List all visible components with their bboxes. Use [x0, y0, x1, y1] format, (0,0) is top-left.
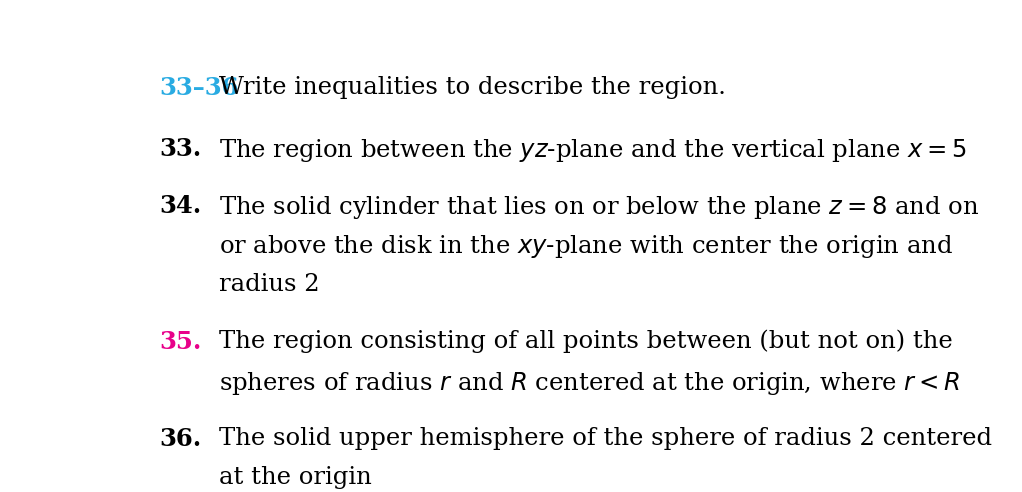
Text: 36.: 36.: [159, 427, 201, 451]
Text: 34.: 34.: [159, 193, 201, 217]
Text: Write inequalities to describe the region.: Write inequalities to describe the regio…: [219, 76, 726, 99]
Text: 35.: 35.: [159, 330, 201, 354]
Text: or above the disk in the $xy$-plane with center the origin and: or above the disk in the $xy$-plane with…: [219, 233, 953, 260]
Text: The solid upper hemisphere of the sphere of radius 2 centered: The solid upper hemisphere of the sphere…: [219, 427, 991, 450]
Text: The region between the $yz$-plane and the vertical plane $x = 5$: The region between the $yz$-plane and th…: [219, 137, 967, 164]
Text: The region consisting of all points between (but not on) the: The region consisting of all points betw…: [219, 330, 953, 353]
Text: 33–36: 33–36: [159, 76, 239, 100]
Text: The solid cylinder that lies on or below the plane $z = 8$ and on: The solid cylinder that lies on or below…: [219, 193, 979, 220]
Text: 33.: 33.: [159, 137, 201, 161]
Text: at the origin: at the origin: [219, 466, 372, 489]
Text: spheres of radius $r$ and $R$ centered at the origin, where $r < R$: spheres of radius $r$ and $R$ centered a…: [219, 369, 960, 397]
Text: radius 2: radius 2: [219, 273, 320, 296]
